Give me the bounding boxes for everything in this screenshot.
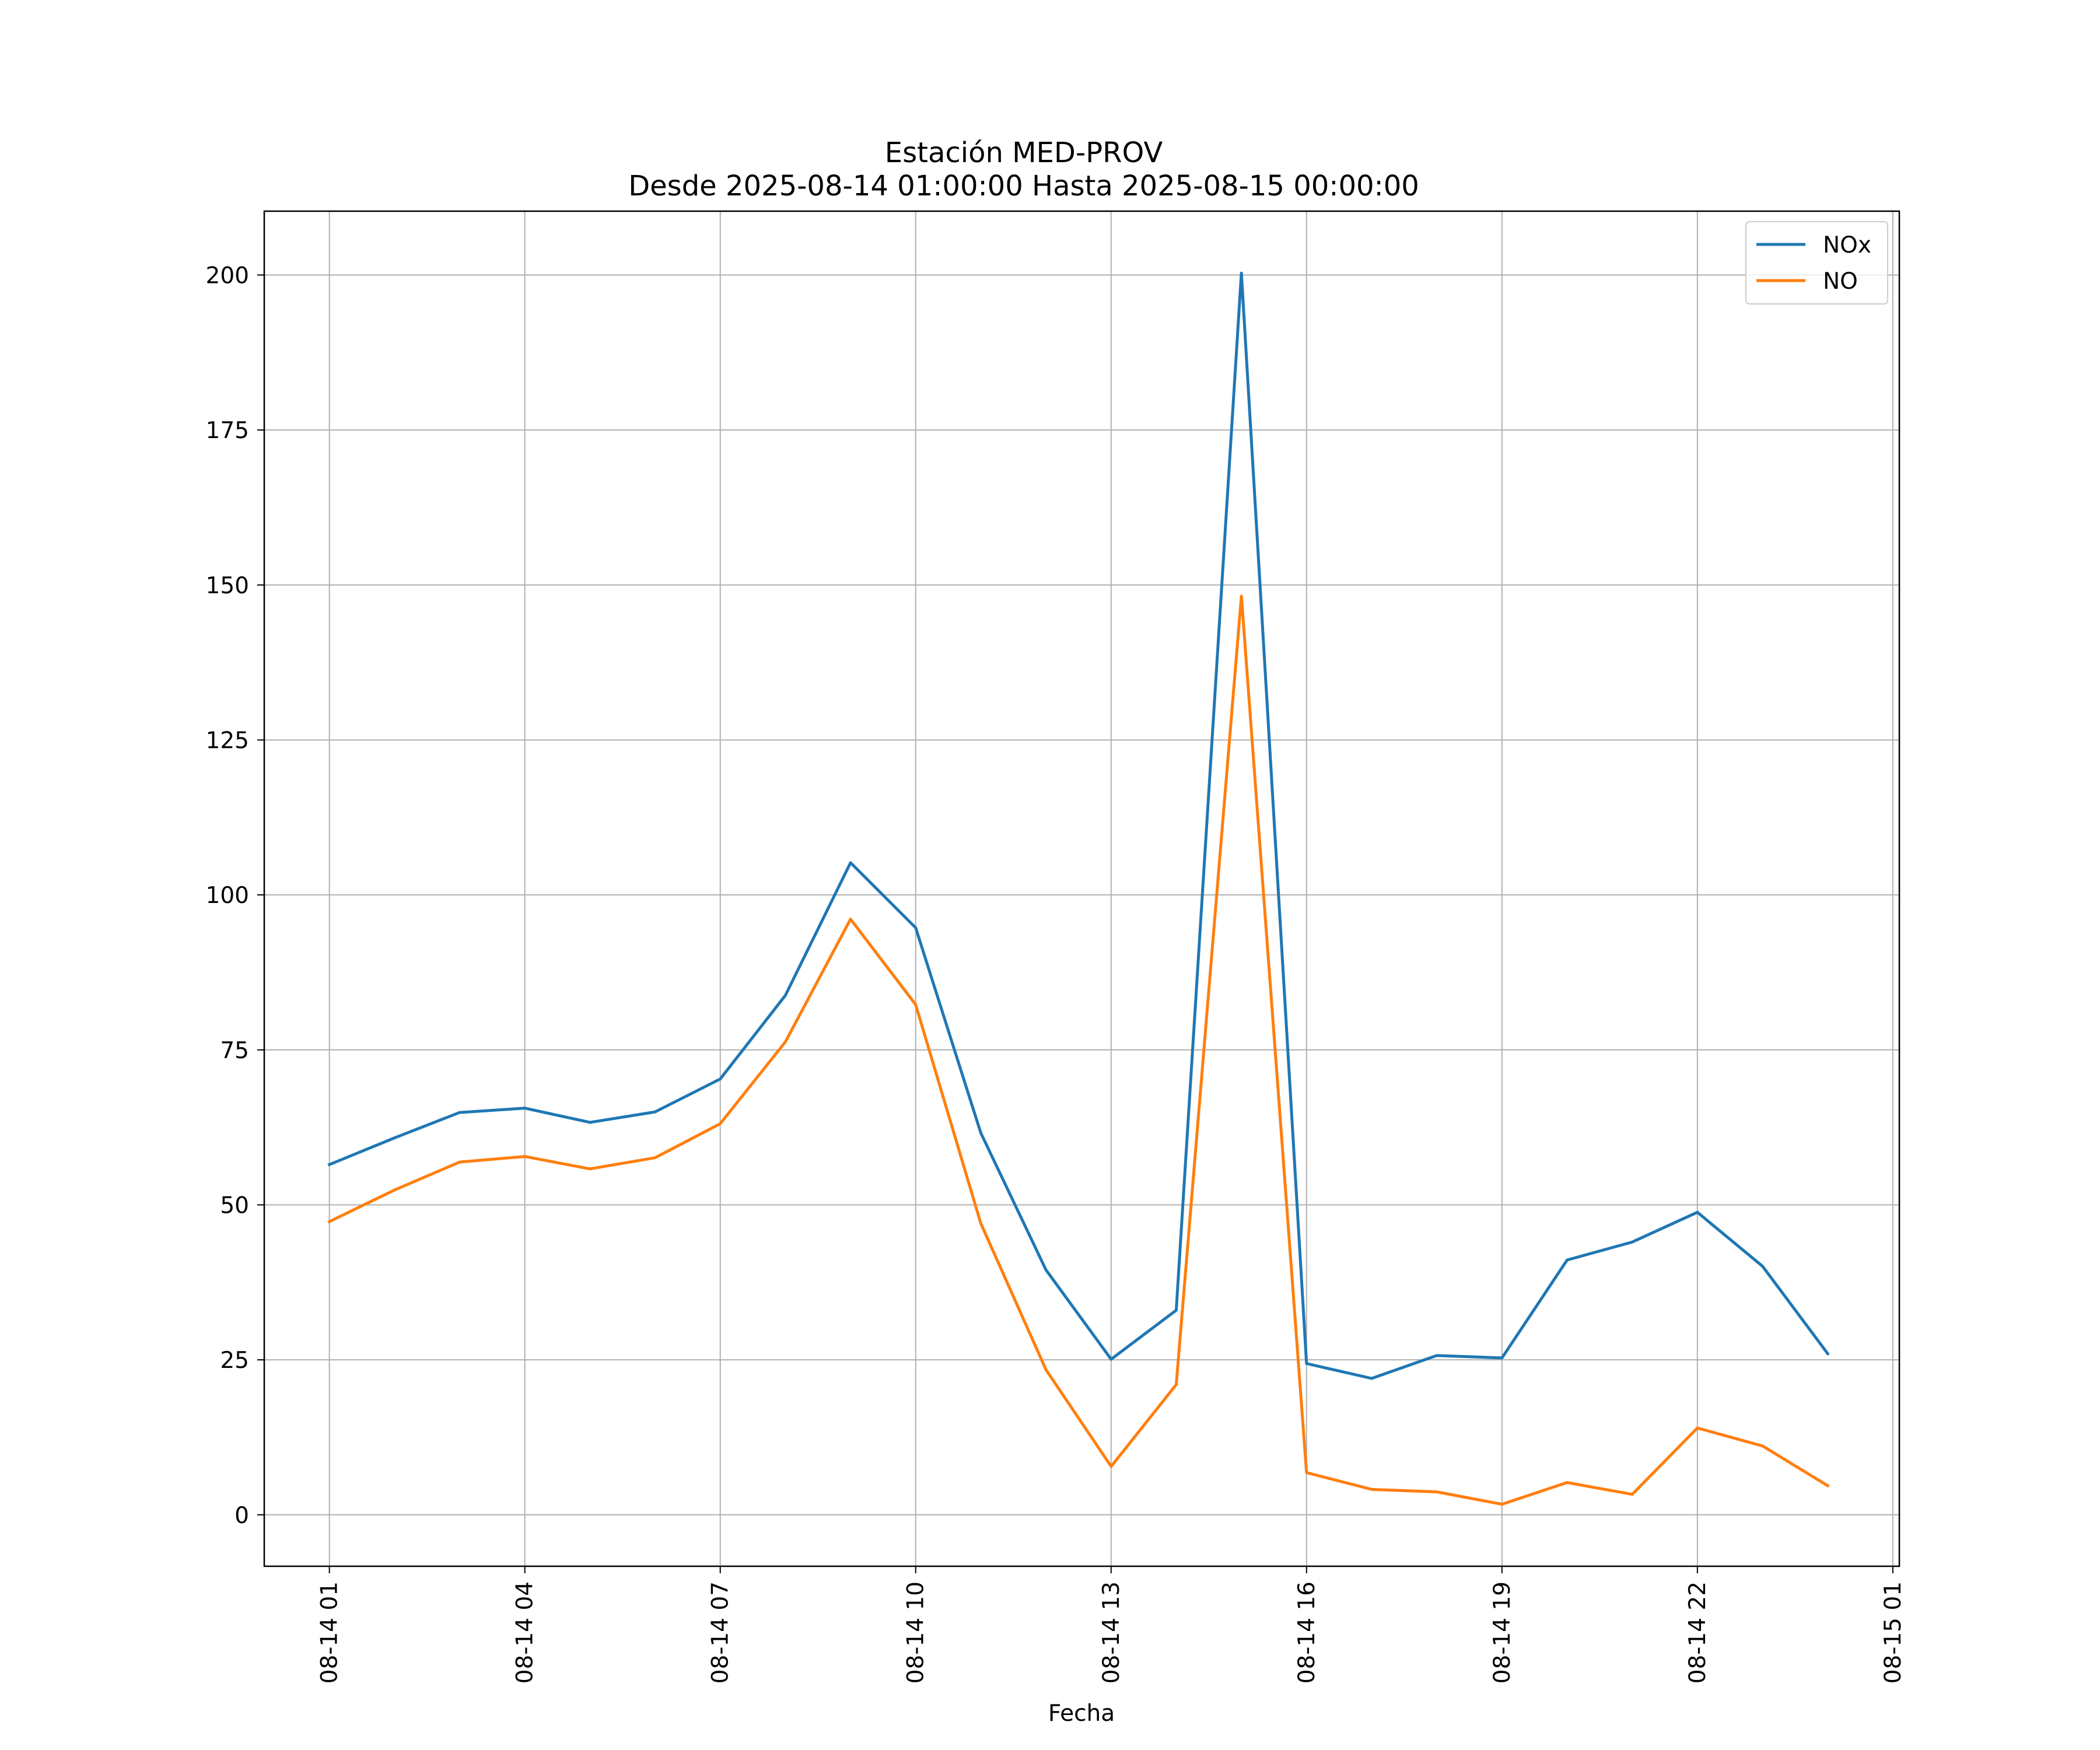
legend-box [1745, 221, 1888, 304]
x-tick-label: 08-14 07 [708, 1581, 734, 1684]
series-layer [327, 271, 1830, 1506]
y-tick-label: 75 [220, 1038, 249, 1064]
x-tick-label: 08-14 01 [317, 1581, 343, 1684]
x-tick-label: 08-15 01 [1880, 1581, 1906, 1684]
x-tick-label: 08-14 04 [512, 1581, 538, 1684]
chart-title-line2: Desde 2025-08-14 01:00:00 Hasta 2025-08-… [628, 170, 1419, 202]
y-tick-label: 50 [220, 1192, 249, 1219]
chart-title-line1: Estación MED-PROV [885, 136, 1163, 169]
x-axis-label: Fecha [1048, 1700, 1115, 1727]
ticks: 08-14 01 08-14 04 08-14 07 08-14 10 08-14 13… [206, 262, 1906, 1684]
y-tick-label: 100 [206, 883, 249, 909]
y-tick-label: 150 [206, 573, 249, 599]
y-tick-label: 175 [206, 418, 249, 444]
legend-label-no: NO [1823, 268, 1858, 295]
legend: NOx NO [1745, 221, 1888, 304]
plot-frame [263, 210, 1901, 1567]
grid [264, 211, 1899, 1566]
x-tick-label: 08-14 16 [1294, 1581, 1320, 1684]
legend-label-nox: NOx [1823, 232, 1871, 258]
series-line-nox [327, 271, 1830, 1380]
x-tick-label: 08-14 22 [1685, 1581, 1711, 1684]
x-tick-label: 08-14 10 [903, 1581, 929, 1684]
x-tick-label: 08-14 13 [1098, 1581, 1125, 1684]
y-tick-label: 125 [206, 727, 249, 754]
y-tick-label: 25 [220, 1348, 249, 1374]
x-tick-label: 08-14 19 [1489, 1581, 1516, 1684]
series-line-no [327, 594, 1830, 1506]
y-tick-label: 200 [206, 262, 249, 289]
y-tick-label: 0 [235, 1503, 249, 1529]
